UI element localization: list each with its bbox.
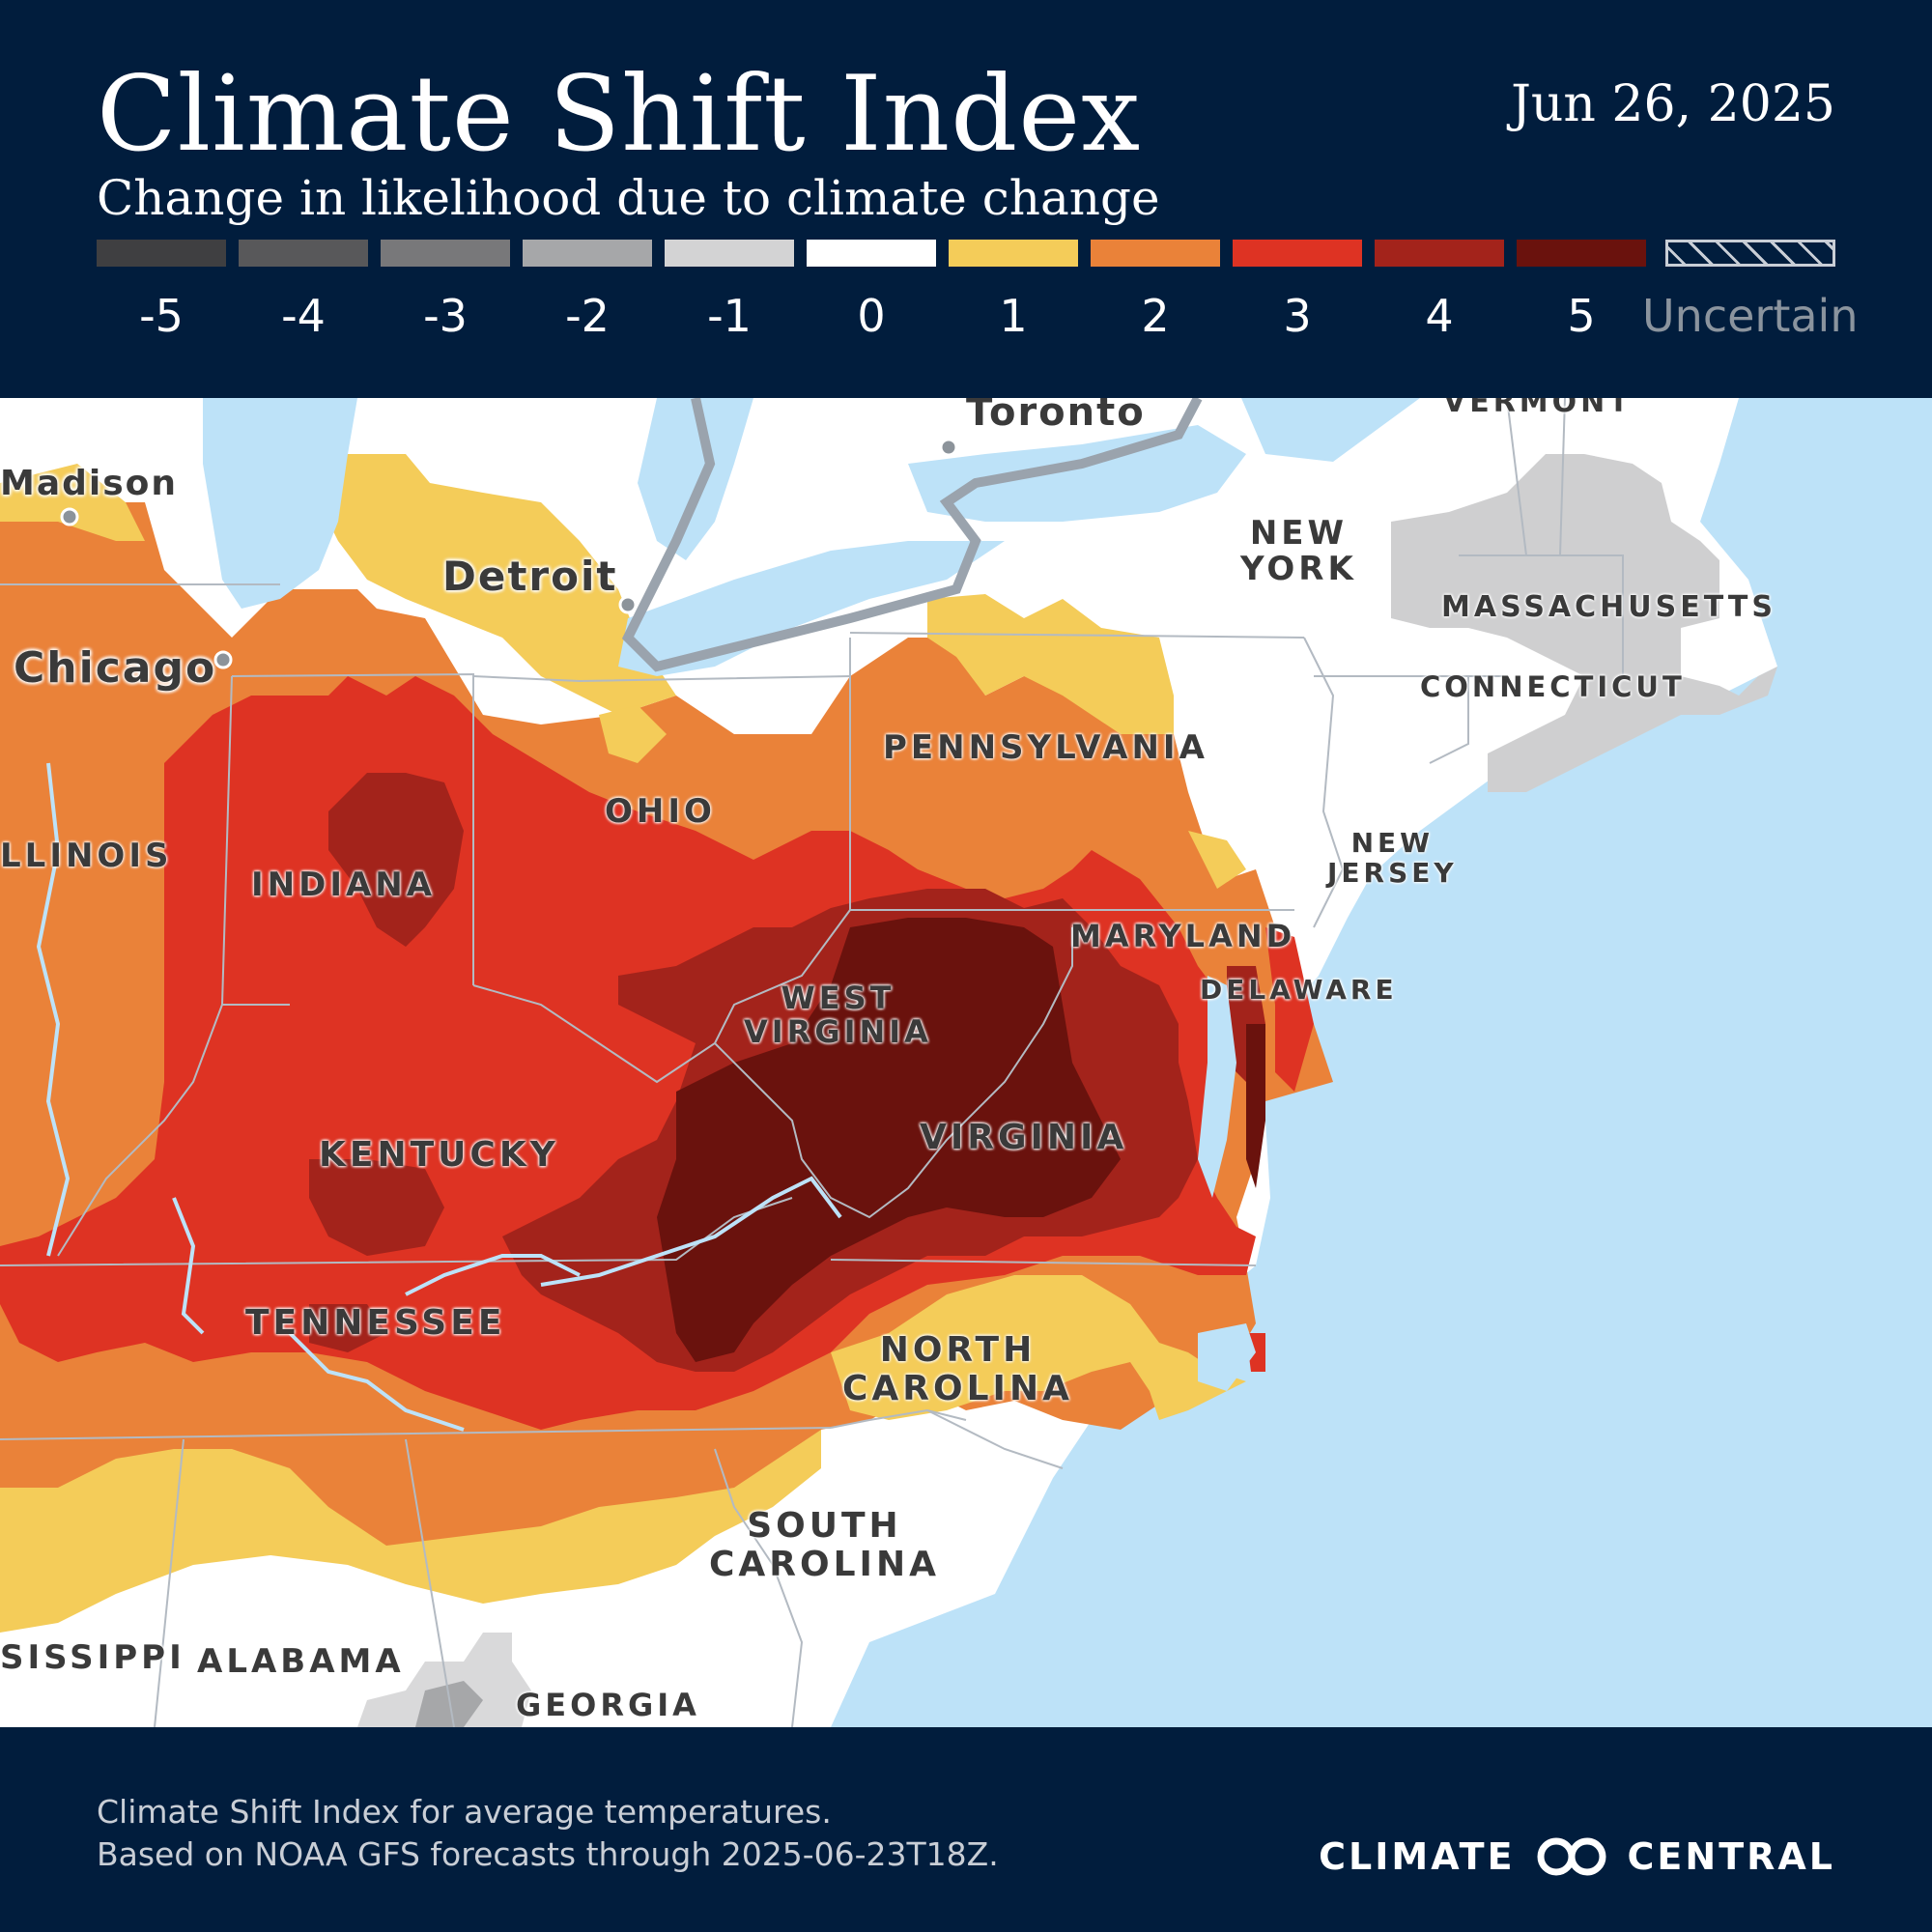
chicago-dot — [213, 650, 233, 669]
city-label-toronto: Toronto — [966, 398, 1146, 435]
csi-darkest-coast — [1246, 1024, 1265, 1188]
madison-dot — [60, 507, 79, 526]
csi-yellow-south — [0, 1430, 821, 1633]
legend-label-0: 0 — [857, 290, 886, 342]
legend-swatch-minus2 — [523, 240, 652, 267]
legend-label-minus3: -3 — [423, 290, 468, 342]
state-label-south-carolina: SOUTH CAROLINA — [709, 1506, 940, 1584]
legend-label-5: 5 — [1567, 290, 1596, 342]
chesapeake-bay — [1198, 976, 1236, 1198]
state-label-north-carolina: NORTH CAROLINA — [842, 1330, 1073, 1408]
legend-swatch-minus3 — [381, 240, 510, 267]
lake-michigan — [203, 398, 357, 609]
map[interactable]: Toronto Madison Detroit Chicago VERMONT … — [0, 398, 1932, 1727]
state-borders — [0, 398, 1624, 1727]
csi-yellow-ne — [0, 464, 145, 541]
logo-text-left: CLIMATE — [1319, 1835, 1516, 1878]
legend-label-3: 3 — [1283, 290, 1312, 342]
state-label-delaware: DELAWARE — [1200, 974, 1398, 1006]
legend-swatch-5 — [1517, 240, 1646, 267]
legend: -5 -4 -3 -2 -1 0 1 2 3 4 5 Uncertain — [97, 240, 1859, 355]
csi-darkred-kentucky — [309, 1159, 444, 1256]
logo-text-right: CENTRAL — [1627, 1835, 1835, 1878]
legend-label-1: 1 — [999, 290, 1028, 342]
state-label-connecticut: CONNECTICUT — [1420, 670, 1686, 703]
us-canada-border — [621, 398, 1203, 672]
state-label-alabama: ALABAMA — [197, 1642, 405, 1681]
map-date: Jun 26, 2025 — [1511, 75, 1835, 133]
csi-yellow-east — [1188, 831, 1246, 889]
map-title: Climate Shift Index — [97, 54, 1142, 175]
legend-swatch-3 — [1233, 240, 1362, 267]
state-label-new-york: NEW YORK — [1240, 514, 1357, 589]
city-label-detroit: Detroit — [442, 553, 618, 600]
legend-label-2: 2 — [1141, 290, 1170, 342]
lake-huron — [638, 398, 753, 560]
lake-ontario — [908, 425, 1246, 522]
csi-yellow-pa — [927, 594, 1174, 734]
legend-swatch-1 — [949, 240, 1078, 267]
state-label-vermont: VERMONT — [1443, 398, 1633, 419]
csi-yellow-ohio — [599, 705, 667, 763]
csi-darkred-tn — [309, 1304, 386, 1352]
state-label-mississippi: SISSIPPI — [0, 1638, 185, 1677]
legend-swatch-minus1 — [665, 240, 794, 267]
legend-label-minus1: -1 — [707, 290, 752, 342]
csi-darkred-indiana — [328, 773, 464, 947]
city-label-madison: Madison — [0, 464, 179, 503]
legend-label-4: 4 — [1425, 290, 1454, 342]
state-label-new-jersey: NEW JERSEY — [1327, 827, 1458, 889]
csi-gray-northeast — [1391, 454, 1777, 792]
legend-label-minus2: -2 — [565, 290, 610, 342]
pamlico-sound — [1198, 1323, 1256, 1391]
city-label-chicago: Chicago — [14, 643, 217, 693]
legend-swatch-minus4 — [239, 240, 368, 267]
legend-label-uncertain: Uncertain — [1642, 290, 1859, 342]
rivers — [36, 762, 842, 1432]
toronto-dot — [939, 438, 958, 457]
footer-note-line2: Based on NOAA GFS forecasts through 2025… — [97, 1835, 999, 1873]
state-label-virginia: VIRGINIA — [920, 1118, 1128, 1157]
header: Climate Shift Index Jun 26, 2025 Change … — [0, 0, 1932, 398]
csi-gray-georgia — [357, 1633, 531, 1727]
legend-label-minus4: -4 — [281, 290, 326, 342]
legend-swatch-uncertain — [1665, 240, 1835, 267]
logo-rings-icon — [1537, 1837, 1606, 1876]
state-label-ohio: OHIO — [605, 792, 716, 831]
state-label-pennsylvania: PENNSYLVANIA — [883, 728, 1208, 767]
state-label-maryland: MARYLAND — [1070, 918, 1296, 954]
csi-red-nj — [1265, 927, 1314, 1092]
state-label-tennessee: TENNESSEE — [245, 1303, 506, 1343]
state-label-illinois: LLINOIS — [0, 837, 173, 875]
map-subtitle: Change in likelihood due to climate chan… — [97, 170, 1160, 226]
state-label-west-virginia: WEST VIRGINIA — [744, 980, 932, 1051]
csi-yellow-nc — [831, 1275, 1246, 1420]
legend-swatch-0 — [807, 240, 936, 267]
legend-swatch-4 — [1375, 240, 1504, 267]
climate-central-logo[interactable]: CLIMATE CENTRAL — [1319, 1835, 1835, 1878]
legend-label-minus5: -5 — [139, 290, 184, 342]
csi-darkest-layer — [657, 918, 1121, 1362]
footer: Climate Shift Index for average temperat… — [0, 1727, 1932, 1932]
legend-swatch-minus5 — [97, 240, 226, 267]
detroit-dot — [618, 595, 638, 614]
lake-erie — [618, 541, 1005, 676]
state-label-georgia: GEORGIA — [516, 1687, 700, 1723]
state-label-kentucky: KENTUCKY — [319, 1135, 559, 1175]
csi-yellow-north — [319, 454, 676, 715]
state-label-indiana: INDIANA — [251, 866, 437, 904]
footer-note-line1: Climate Shift Index for average temperat… — [97, 1793, 832, 1831]
state-label-massachusetts: MASSACHUSETTS — [1441, 590, 1776, 624]
legend-swatch-2 — [1091, 240, 1220, 267]
map-canvas — [0, 398, 1777, 1727]
